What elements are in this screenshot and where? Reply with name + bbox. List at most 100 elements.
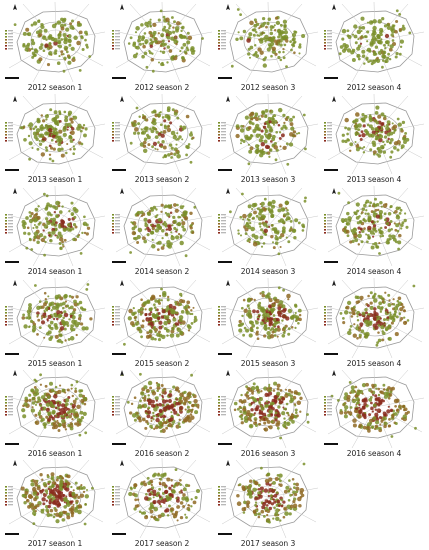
cluster-dot xyxy=(359,221,363,224)
cluster-dot xyxy=(150,505,154,509)
cluster-dot xyxy=(281,319,284,322)
cluster-dot xyxy=(236,493,240,498)
cluster-dot xyxy=(254,482,259,486)
cluster-dot xyxy=(357,38,360,41)
cluster-dot xyxy=(33,513,36,517)
cluster-dot xyxy=(157,320,160,323)
cluster-dot xyxy=(157,514,162,519)
cluster-dot xyxy=(301,33,306,39)
cluster-dot xyxy=(69,336,75,341)
cluster-dot xyxy=(381,17,385,21)
cluster-dot xyxy=(378,252,381,255)
cluster-dot xyxy=(256,326,259,330)
cluster-dot xyxy=(51,117,56,122)
cluster-dot xyxy=(263,21,267,25)
cluster-dot xyxy=(360,29,363,33)
cluster-dot xyxy=(143,398,147,402)
cluster-dot xyxy=(239,13,242,16)
cluster-dot xyxy=(36,503,40,508)
cluster-dot xyxy=(370,425,375,429)
cluster-dot xyxy=(148,492,152,496)
cluster-dot xyxy=(181,138,184,141)
cluster-dot xyxy=(158,330,161,334)
cluster-dot xyxy=(141,115,146,120)
cluster-dot xyxy=(272,480,276,485)
cluster-dot xyxy=(290,226,293,229)
cluster-dot xyxy=(274,52,278,56)
cluster-dot xyxy=(61,319,64,322)
city-map xyxy=(5,2,106,82)
cluster-dot xyxy=(295,482,299,487)
cluster-dot xyxy=(47,324,52,328)
cluster-dot xyxy=(394,332,399,337)
cluster-dot xyxy=(163,124,167,128)
cluster-dot xyxy=(258,397,263,402)
cluster-dot xyxy=(380,398,384,402)
cluster-dot xyxy=(394,55,398,59)
cluster-dot xyxy=(30,482,35,487)
cluster-dot xyxy=(27,505,31,509)
cluster-dot xyxy=(243,326,247,330)
cluster-dot xyxy=(345,222,349,226)
cluster-dot xyxy=(255,214,259,218)
legend-block xyxy=(5,306,13,326)
cluster-dot xyxy=(369,201,372,205)
cluster-dot xyxy=(128,491,133,497)
cluster-dot xyxy=(74,408,77,411)
cluster-dot xyxy=(50,138,54,142)
cluster-dot xyxy=(34,284,37,287)
cluster-dot xyxy=(34,403,38,406)
cluster-dot xyxy=(144,21,149,27)
cluster-dot xyxy=(367,217,372,222)
cluster-dot xyxy=(58,223,61,227)
cluster-dot xyxy=(22,404,25,408)
cluster-dot xyxy=(183,402,187,406)
cluster-dot xyxy=(149,127,152,131)
north-arrow-icon xyxy=(226,96,230,102)
map-panel: 2014 season 4 xyxy=(322,186,426,277)
panel-caption: 2012 season 3 xyxy=(240,83,296,92)
cluster-dot xyxy=(260,129,264,133)
cluster-dot xyxy=(356,46,361,51)
cluster-dot xyxy=(247,52,251,56)
cluster-dot xyxy=(60,403,66,408)
cluster-dot xyxy=(248,492,252,496)
cluster-dot xyxy=(352,333,357,338)
cluster-dot xyxy=(180,491,184,494)
cluster-dot xyxy=(282,213,287,217)
cluster-dot xyxy=(49,335,54,339)
cluster-dot xyxy=(192,306,195,309)
cluster-dot xyxy=(378,301,383,306)
cluster-dot xyxy=(355,407,359,410)
cluster-dot xyxy=(45,194,49,198)
cluster-dot xyxy=(358,215,361,218)
cluster-dot xyxy=(393,128,397,132)
cluster-dot xyxy=(252,241,258,247)
cluster-dot xyxy=(244,115,249,120)
cluster-dot xyxy=(169,493,172,496)
cluster-dot xyxy=(375,397,378,401)
cluster-dot xyxy=(280,207,286,212)
cluster-dot xyxy=(252,382,256,386)
cluster-dot xyxy=(271,227,275,231)
cluster-dot xyxy=(148,49,151,53)
cluster-dot xyxy=(84,503,87,506)
cluster-dot xyxy=(169,211,173,215)
cluster-dot xyxy=(149,509,154,514)
cluster-dot xyxy=(162,244,166,247)
cluster-dot xyxy=(382,54,387,59)
cluster-dot xyxy=(167,295,170,299)
cluster-dot xyxy=(379,310,383,313)
cluster-dot xyxy=(294,311,297,315)
cluster-dot xyxy=(156,499,162,504)
cluster-dot xyxy=(54,302,57,305)
cluster-dot xyxy=(403,218,407,223)
cluster-dot xyxy=(295,486,300,491)
cluster-dot xyxy=(276,318,279,322)
radial-road xyxy=(129,95,164,134)
cluster-dot xyxy=(289,394,294,398)
city-map xyxy=(218,278,319,358)
radial-road xyxy=(374,224,423,251)
cluster-dot xyxy=(40,508,43,512)
cluster-dot xyxy=(297,308,302,313)
